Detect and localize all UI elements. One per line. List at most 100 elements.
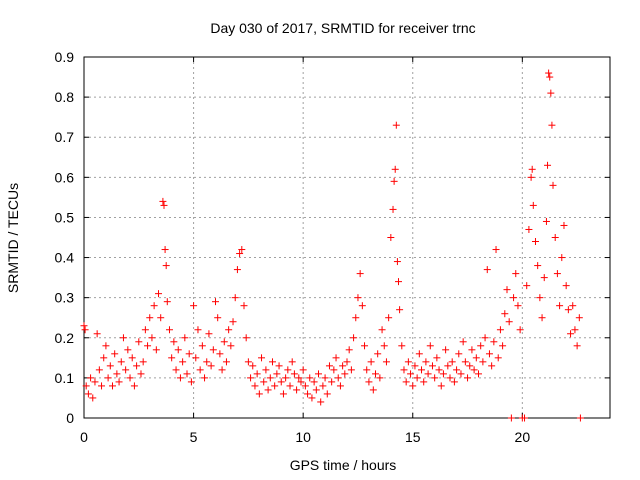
data-point bbox=[501, 310, 509, 318]
data-point bbox=[159, 197, 167, 205]
data-point bbox=[334, 374, 342, 382]
data-point bbox=[330, 366, 338, 374]
data-point bbox=[124, 346, 132, 354]
data-point bbox=[209, 346, 217, 354]
data-point bbox=[479, 358, 487, 366]
data-point bbox=[238, 246, 246, 254]
data-point bbox=[179, 358, 187, 366]
data-point bbox=[437, 382, 445, 390]
data-point bbox=[308, 394, 316, 402]
data-point bbox=[398, 342, 406, 350]
data-point bbox=[488, 362, 496, 370]
data-point bbox=[494, 354, 502, 362]
data-point bbox=[448, 358, 456, 366]
data-point bbox=[315, 370, 323, 378]
data-point bbox=[404, 358, 412, 366]
data-point bbox=[540, 274, 548, 282]
data-point bbox=[531, 238, 539, 246]
data-point bbox=[111, 350, 119, 358]
data-point bbox=[161, 246, 169, 254]
data-point bbox=[477, 342, 485, 350]
data-point bbox=[347, 366, 355, 374]
data-point bbox=[225, 326, 233, 334]
chart-title: Day 030 of 2017, SRMTID for receiver trn… bbox=[210, 20, 475, 36]
data-point bbox=[336, 382, 344, 390]
data-point bbox=[389, 205, 397, 213]
data-point bbox=[402, 378, 410, 386]
data-point bbox=[529, 201, 537, 209]
data-point bbox=[534, 262, 542, 270]
data-point bbox=[115, 378, 123, 386]
data-point bbox=[444, 362, 452, 370]
data-point bbox=[244, 358, 252, 366]
data-point bbox=[492, 246, 500, 254]
data-point bbox=[216, 350, 224, 358]
data-point bbox=[102, 342, 110, 350]
data-point bbox=[98, 382, 106, 390]
data-point bbox=[558, 254, 566, 262]
data-point bbox=[483, 266, 491, 274]
data-point bbox=[507, 414, 515, 422]
data-point bbox=[569, 302, 577, 310]
data-point bbox=[255, 390, 263, 398]
data-point bbox=[87, 374, 95, 382]
data-point bbox=[264, 386, 272, 394]
data-point bbox=[470, 366, 478, 374]
data-point bbox=[185, 350, 193, 358]
data-point bbox=[242, 334, 250, 342]
data-point bbox=[141, 326, 149, 334]
data-point bbox=[553, 270, 561, 278]
data-point bbox=[564, 306, 572, 314]
data-point bbox=[378, 326, 386, 334]
data-point bbox=[277, 378, 285, 386]
data-point bbox=[139, 358, 147, 366]
data-point bbox=[271, 382, 279, 390]
data-point bbox=[536, 294, 544, 302]
data-point bbox=[358, 302, 366, 310]
y-tick-label: 0.8 bbox=[55, 89, 75, 105]
data-point bbox=[266, 374, 274, 382]
y-tick-label: 0.5 bbox=[55, 209, 75, 225]
data-point bbox=[95, 366, 103, 374]
data-point bbox=[453, 366, 461, 374]
data-point bbox=[400, 366, 408, 374]
data-point bbox=[262, 366, 270, 374]
data-point bbox=[560, 221, 568, 229]
data-point bbox=[240, 302, 248, 310]
data-point bbox=[106, 362, 114, 370]
x-tick-label: 0 bbox=[80, 429, 88, 445]
data-point bbox=[472, 354, 480, 362]
data-point bbox=[201, 374, 209, 382]
data-point bbox=[475, 370, 482, 378]
data-point bbox=[457, 370, 465, 378]
data-point bbox=[222, 358, 230, 366]
data-point bbox=[288, 358, 296, 366]
data-point bbox=[352, 314, 360, 322]
data-point bbox=[251, 382, 259, 390]
data-point bbox=[183, 370, 191, 378]
x-tick-label: 20 bbox=[515, 429, 531, 445]
data-point bbox=[420, 378, 428, 386]
data-point bbox=[247, 374, 255, 382]
data-point bbox=[144, 342, 152, 350]
data-point bbox=[356, 270, 364, 278]
data-point bbox=[128, 354, 136, 362]
data-point bbox=[415, 350, 423, 358]
data-point bbox=[571, 326, 579, 334]
data-point bbox=[162, 262, 170, 270]
data-point bbox=[354, 294, 362, 302]
data-point bbox=[299, 366, 307, 374]
data-point bbox=[525, 225, 533, 233]
data-point bbox=[374, 350, 382, 358]
data-point bbox=[260, 378, 268, 386]
data-point bbox=[442, 346, 450, 354]
data-point bbox=[343, 358, 351, 366]
data-point bbox=[170, 338, 178, 346]
data-point bbox=[376, 374, 384, 382]
data-point bbox=[514, 302, 522, 310]
data-point bbox=[548, 121, 556, 129]
x-tick-label: 10 bbox=[295, 429, 311, 445]
data-point bbox=[304, 390, 312, 398]
data-point bbox=[433, 354, 441, 362]
